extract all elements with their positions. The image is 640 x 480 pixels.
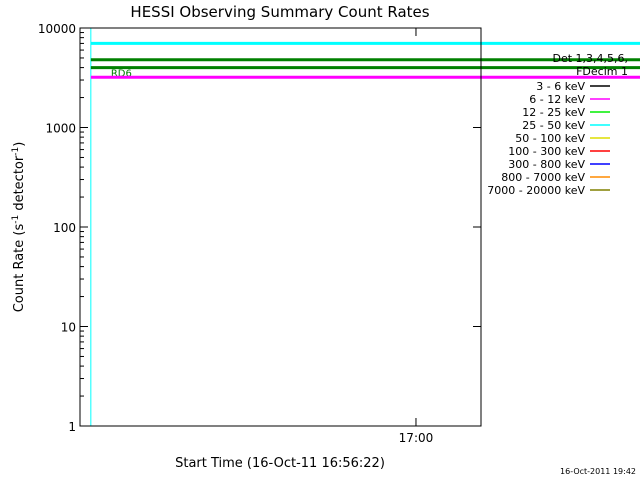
legend-label-7: 800 - 7000 keV: [501, 171, 585, 184]
legend-title-line1: Det 1,3,4,5,6,: [552, 52, 628, 65]
flag-label-3: RD6: [111, 69, 132, 80]
x-tick-label-0: 17:00: [399, 431, 434, 445]
x-axis-label: Start Time (16-Oct-11 16:56:22): [175, 456, 385, 471]
legend-label-3: 25 - 50 keV: [522, 119, 585, 132]
y-tick-label-2: 100: [53, 221, 76, 235]
y-axis-label: Count Rate (s-1 detector-1): [11, 142, 27, 313]
vertical-markers: [90, 28, 92, 426]
chart-title: HESSI Observing Summary Count Rates: [130, 3, 429, 21]
y-tick-label-0: 1: [68, 420, 76, 434]
x-axis-ticks: 17:0017:1517:3017:4518:0018:1518:30: [399, 28, 434, 445]
plot-frame: [79, 27, 482, 427]
y-tick-label-4: 10000: [38, 22, 76, 36]
y-tick-label-3: 1000: [45, 122, 76, 136]
legend-label-0: 3 - 6 keV: [536, 80, 585, 93]
flag-bars: NFRD0RD6A0A1: [90, 41, 640, 80]
y-tick-label-1: 10: [61, 321, 76, 335]
legend-title-line2: FDecim 1: [576, 65, 628, 78]
y-axis-ticks: 1 10 100 1000 10000: [38, 22, 481, 434]
legend-label-6: 300 - 800 keV: [508, 158, 585, 171]
footer-timestamp: 16-Oct-2011 19:42: [560, 467, 636, 476]
legend-label-8: 7000 - 20000 keV: [487, 184, 585, 197]
legend-label-1: 6 - 12 keV: [529, 93, 585, 106]
legend-label-5: 100 - 300 keV: [508, 145, 585, 158]
legend-label-2: 12 - 25 keV: [522, 106, 585, 119]
legend-label-4: 50 - 100 keV: [515, 132, 585, 145]
